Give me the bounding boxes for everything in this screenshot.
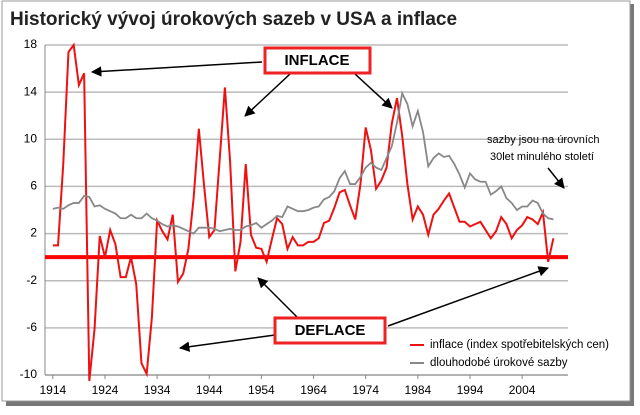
chart-title: Historický vývoj úrokových sazeb v USA a…: [10, 9, 457, 30]
x-tick-label: 1924: [92, 383, 119, 397]
x-tick-label: 1934: [144, 383, 171, 397]
series-line: [52, 42, 555, 381]
y-tick-label: 18: [24, 37, 38, 51]
y-tick-label: -10: [20, 367, 38, 381]
x-tick-label: 2004: [509, 383, 536, 397]
x-tick-label: 1994: [457, 383, 484, 397]
annotation: DEFLACE: [295, 322, 366, 339]
y-tick-label: 10: [24, 131, 38, 145]
x-tick-label: 1974: [352, 383, 379, 397]
series-line: [52, 90, 554, 235]
y-tick-label: -6: [26, 320, 37, 334]
annotation-box: [263, 46, 372, 75]
annotation: INFLACE: [285, 52, 350, 69]
annotation: sazby jsou na úrovních: [487, 134, 600, 146]
annotation-box: [273, 316, 387, 345]
x-tick-label: 1954: [248, 383, 275, 397]
y-tick-label: 6: [30, 179, 37, 193]
annotation: 30let minulého století: [490, 151, 594, 163]
arrows: [90, 61, 565, 352]
y-tick-label: 2: [30, 226, 37, 240]
legend-label: inflace (index spotřebitelských cen): [430, 339, 609, 351]
y-tick-label: 14: [24, 84, 38, 98]
x-tick-label: 1964: [300, 383, 327, 397]
x-tick-label: 1914: [39, 383, 66, 397]
y-tick-label: -2: [26, 273, 37, 287]
legend-label: dlouhodobé úrokové sazby: [430, 357, 568, 369]
x-tick-label: 1984: [404, 383, 431, 397]
x-tick-label: 1944: [196, 383, 223, 397]
